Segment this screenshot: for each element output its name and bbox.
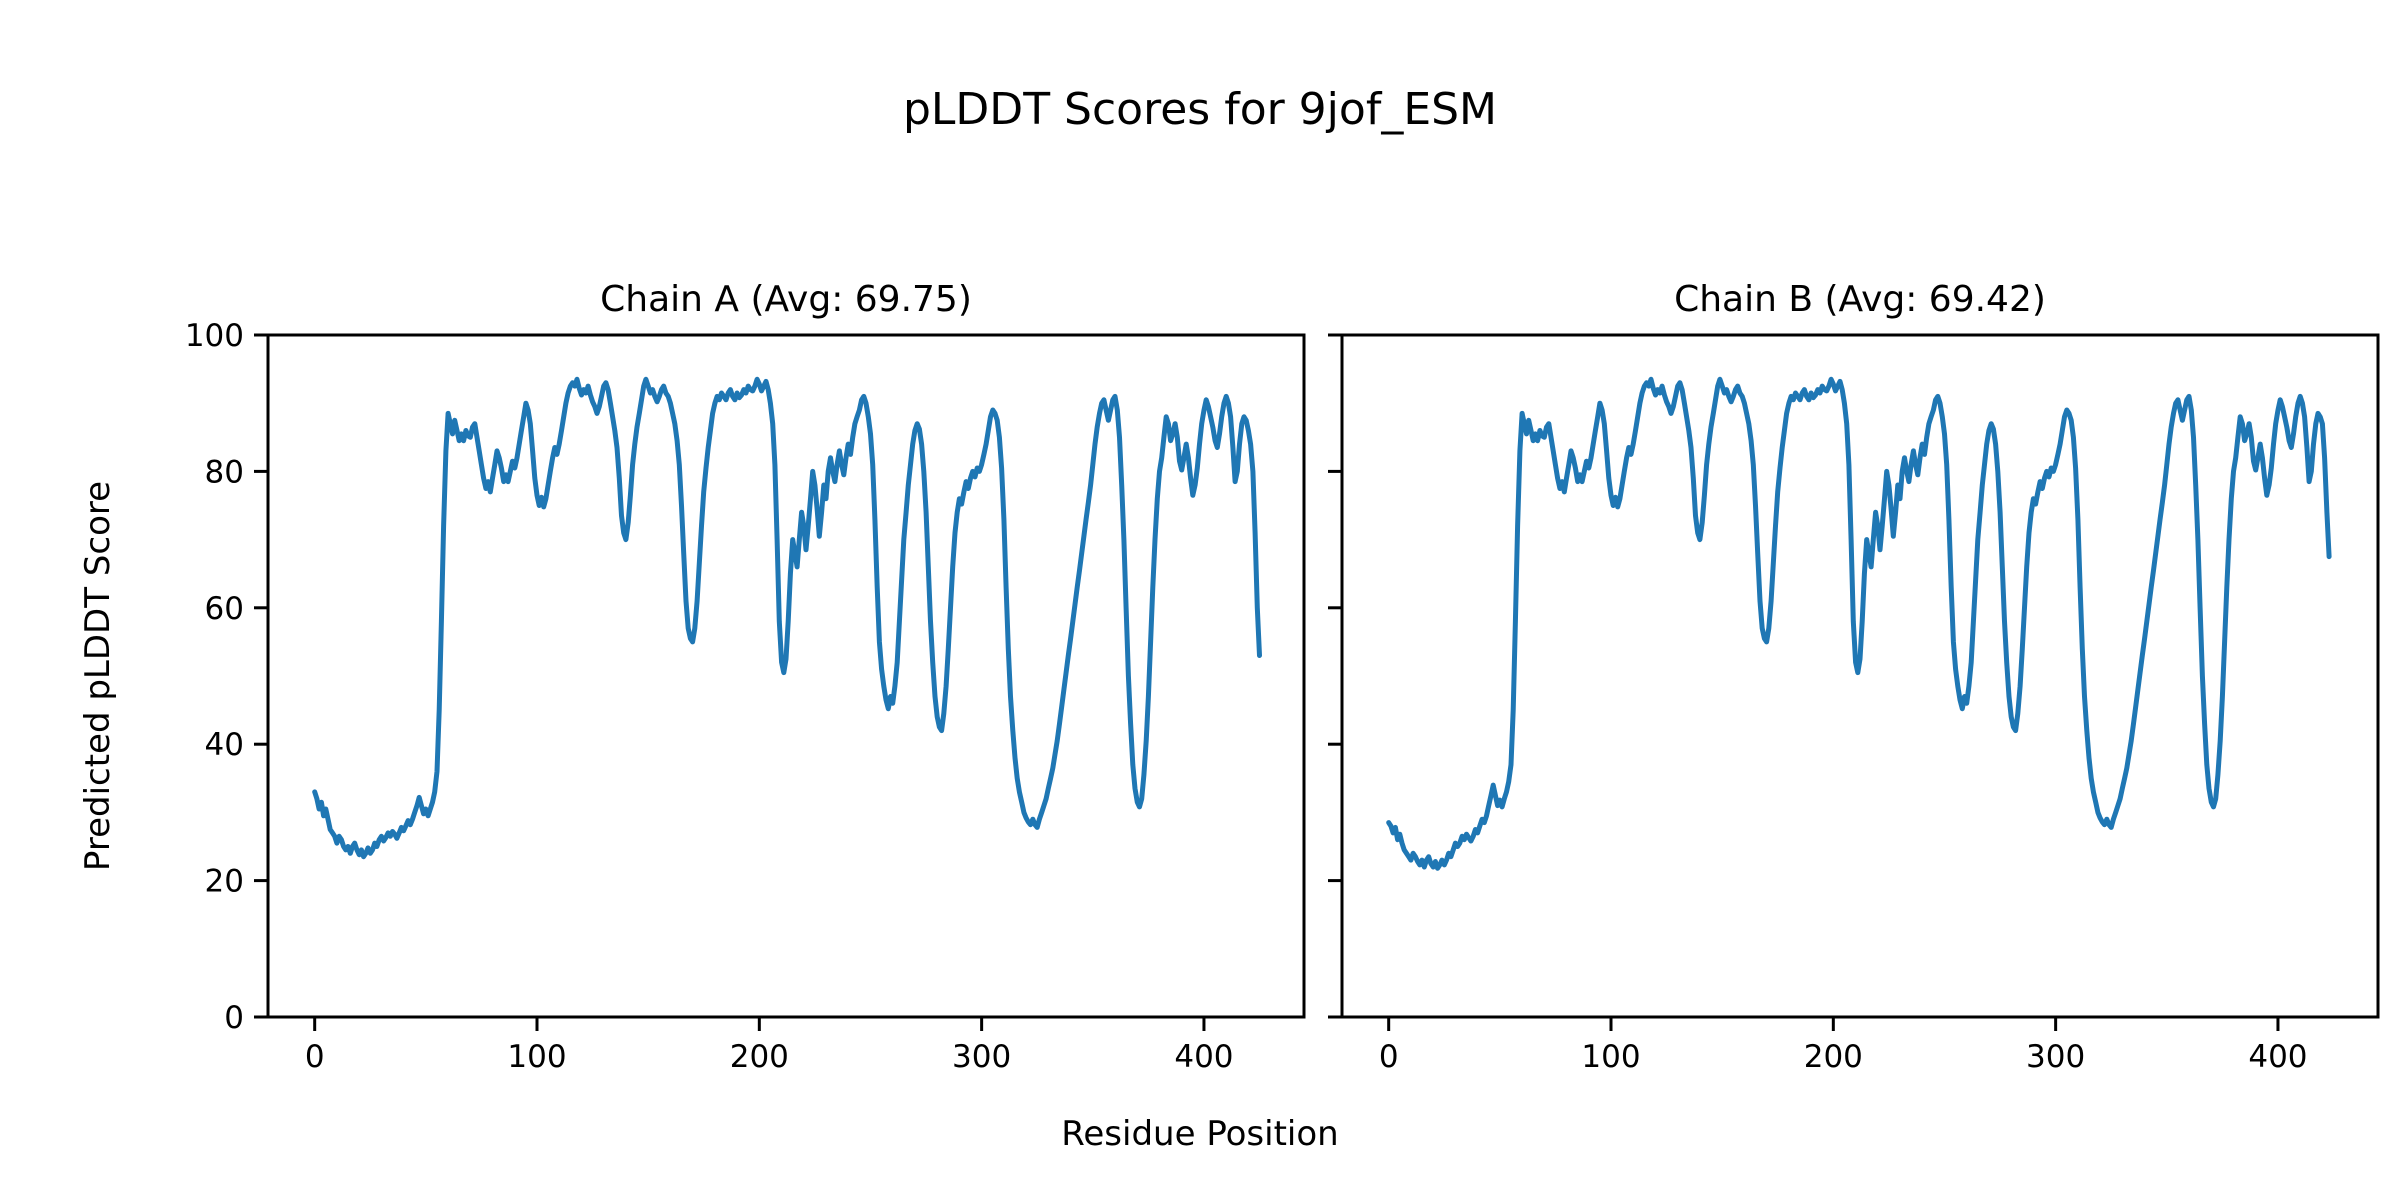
x-tick-label: 200 — [730, 1039, 789, 1075]
x-tick-label: 100 — [507, 1039, 566, 1075]
x-tick-label: 0 — [1379, 1039, 1399, 1075]
plddt-line-chain-b — [1386, 376, 2332, 871]
chain-a-title: Chain A (Avg: 69.75) — [600, 279, 972, 320]
y-tick-label: 20 — [205, 864, 244, 900]
chain-a-plot: 0 100 200 300 400 0 20 40 60 80 100 — [185, 318, 1306, 1075]
axes-spines — [266, 333, 1306, 1019]
chain-b-title: Chain B (Avg: 69.42) — [1674, 279, 2046, 320]
x-tick-label: 0 — [305, 1039, 325, 1075]
y-tick-label: 0 — [224, 1000, 244, 1036]
y-tick-label: 80 — [205, 454, 244, 490]
chain-b-plot: 0 100 200 300 400 — [1328, 333, 2380, 1075]
y-tick-label: 60 — [205, 591, 244, 627]
y-tick-label: 40 — [205, 727, 244, 763]
plddt-line-chain-a — [312, 376, 1262, 860]
x-tick-label: 400 — [2248, 1039, 2307, 1075]
x-tick-label: 300 — [2026, 1039, 2085, 1075]
x-axis-label: Residue Position — [1061, 1114, 1339, 1154]
axes-spines — [1340, 333, 2380, 1019]
y-tick-label: 100 — [185, 318, 244, 354]
x-tick-label: 300 — [952, 1039, 1011, 1075]
x-tick-label: 400 — [1174, 1039, 1233, 1075]
x-tick-label: 100 — [1581, 1039, 1640, 1075]
figure-title: pLDDT Scores for 9jof_ESM — [902, 84, 1498, 135]
x-tick-label: 200 — [1804, 1039, 1863, 1075]
